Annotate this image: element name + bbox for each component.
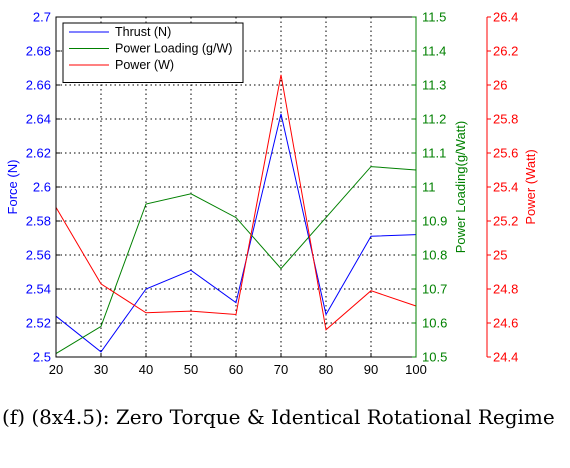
left-axis-tick-label: 2.58 — [26, 214, 51, 229]
x-tick-label: 90 — [364, 362, 378, 377]
left-axis-tick-label: 2.62 — [26, 146, 51, 161]
left-axis-tick-label: 2.5 — [33, 350, 51, 365]
left-axis-tick-label: 2.56 — [26, 248, 51, 263]
legend-label: Power Loading (g/W) — [115, 42, 232, 56]
axes: 20 30 40 50 60 70 80 90 100 2.5 2.52 2.54 2.56 2.58 2.… — [5, 10, 538, 378]
power-axis-tick-label: 25.8 — [493, 112, 518, 127]
x-tick-label: 20 — [49, 362, 63, 377]
figure-caption: (f) (8x4.5): Zero Torque & Identical Rot… — [2, 405, 555, 429]
power-loading-axis-tick-label: 11.3 — [422, 78, 446, 93]
x-tick-label: 100 — [405, 362, 427, 377]
power-axis-tick-label: 25 — [493, 248, 507, 263]
left-axis-tick-label: 2.64 — [26, 112, 51, 127]
power-loading-g-w-line — [55, 166, 417, 355]
left-axis-tick-label: 2.52 — [26, 316, 51, 331]
power-axis-tick-label: 24.6 — [493, 316, 518, 331]
power-axis-tick-label: 26 — [493, 78, 507, 93]
power-loading-axis-tick-label: 11.1 — [422, 146, 446, 161]
power-loading-axis-tick-label: 10.8 — [422, 248, 447, 263]
left-axis-tick-label: 2.66 — [26, 78, 51, 93]
left-axis-tick-label: 2.68 — [26, 44, 51, 59]
legend-box — [62, 22, 244, 83]
power-axis-tick-label: 25.6 — [493, 146, 518, 161]
legend: Thrust (N) Power Loading (g/W) Power (W) — [62, 22, 244, 83]
left-axis-title: Force (N) — [5, 160, 20, 215]
x-tick-label: 30 — [94, 362, 108, 377]
power-axis-tick-label: 24.4 — [493, 350, 518, 365]
power-loading-axis-tick-label: 10.6 — [422, 316, 447, 331]
power-loading-axis-title: Power Loading(g/Watt) — [453, 121, 468, 253]
power-loading-axis-tick-label: 11.4 — [422, 44, 446, 59]
chart: 20 30 40 50 60 70 80 90 100 2.5 2.52 2.54 2.56 2.58 2.… — [5, 10, 538, 378]
power-axis-tick-label: 26.4 — [493, 10, 518, 25]
power-axis-tick-label: 25.4 — [493, 180, 518, 195]
power-loading-axis-tick-label: 11.5 — [422, 10, 446, 25]
power-loading-axis-tick-label: 10.5 — [422, 350, 447, 365]
power-loading-axis-tick-label: 10.7 — [422, 282, 447, 297]
x-tick-label: 60 — [229, 362, 243, 377]
legend-label: Thrust (N) — [115, 25, 171, 39]
power-loading-axis-tick-label: 10.9 — [422, 214, 447, 229]
left-axis-tick-label: 2.54 — [26, 282, 51, 297]
power-loading-axis-tick-label: 11 — [422, 180, 436, 195]
power-axis-tick-label: 25.2 — [493, 214, 518, 229]
thrust-n-line — [55, 113, 417, 353]
left-axis-tick-label: 2.7 — [33, 10, 51, 25]
power-w-line — [55, 74, 417, 331]
x-tick-label: 40 — [139, 362, 153, 377]
power-axis-title: Power (Watt) — [523, 149, 538, 224]
x-tick-label: 50 — [184, 362, 198, 377]
left-axis-tick-label: 2.6 — [33, 180, 51, 195]
x-tick-label: 80 — [319, 362, 333, 377]
power-axis-tick-label: 24.8 — [493, 282, 518, 297]
x-tick-label: 70 — [274, 362, 288, 377]
power-axis-tick-label: 26.2 — [493, 44, 518, 59]
legend-label: Power (W) — [115, 58, 174, 72]
series-lines — [55, 74, 417, 355]
power-loading-axis-tick-label: 11.2 — [422, 112, 446, 127]
